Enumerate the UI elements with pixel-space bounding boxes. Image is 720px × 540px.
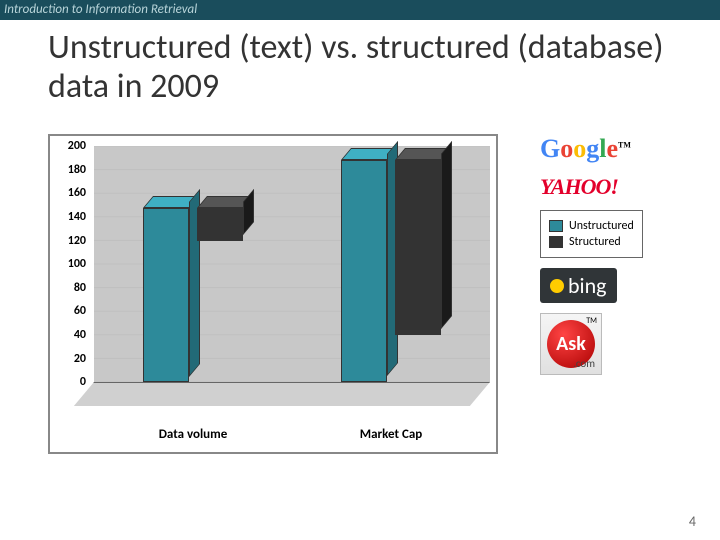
bar xyxy=(341,160,387,382)
y-tick: 140 xyxy=(68,210,86,224)
page-number: 4 xyxy=(689,513,696,530)
legend-item: Structured xyxy=(549,235,634,249)
y-axis: 020406080100120140160180200 xyxy=(50,146,90,406)
y-tick: 200 xyxy=(68,139,86,153)
chart-legend: Unstructured Structured xyxy=(540,210,643,258)
legend-swatch xyxy=(549,236,563,248)
legend-label: Unstructured xyxy=(569,219,634,233)
legend-label: Structured xyxy=(569,235,621,249)
ask-logo: TM Ask .com xyxy=(540,313,602,375)
y-tick: 20 xyxy=(74,352,86,366)
bar-group xyxy=(143,208,243,383)
x-axis: Data volumeMarket Cap xyxy=(94,427,490,442)
x-category-label: Market Cap xyxy=(292,427,490,442)
y-tick: 160 xyxy=(68,186,86,200)
google-logo: GoogleTM xyxy=(540,134,631,164)
bing-dot-icon xyxy=(550,279,564,293)
bar xyxy=(143,208,189,383)
yahoo-logo: YAHOO! xyxy=(540,174,618,200)
legend-item: Unstructured xyxy=(549,219,634,233)
legend-swatch xyxy=(549,220,563,232)
course-label: Introduction to Information Retrieval xyxy=(4,2,197,17)
y-tick: 40 xyxy=(74,328,86,342)
chart-wrap: 0 20 40 60 80 100 120 140 160 180 200 Data volumeM… xyxy=(0,134,540,454)
y-tick: 60 xyxy=(74,304,86,318)
bar xyxy=(395,160,441,335)
y-tick: 100 xyxy=(68,257,86,271)
sidebar-logos: GoogleTM YAHOO! Unstructured Structured b… xyxy=(540,134,710,454)
y-tick: 120 xyxy=(68,234,86,248)
header-bar: Introduction to Information Retrieval xyxy=(0,0,720,20)
slide-title: Unstructured (text) vs. structured (data… xyxy=(0,20,720,106)
plot-area xyxy=(94,146,490,406)
y-tick: 0 xyxy=(80,375,86,389)
x-category-label: Data volume xyxy=(94,427,292,442)
bar-chart: 0 20 40 60 80 100 120 140 160 180 200 Data volumeM… xyxy=(48,134,498,454)
bing-logo: bing xyxy=(540,268,617,303)
chart-floor xyxy=(74,382,490,406)
y-tick: 180 xyxy=(68,163,86,177)
y-tick: 80 xyxy=(74,281,86,295)
content-area: 0 20 40 60 80 100 120 140 160 180 200 Data volumeM… xyxy=(0,134,720,454)
bar-group xyxy=(341,160,441,382)
bar xyxy=(197,208,243,241)
